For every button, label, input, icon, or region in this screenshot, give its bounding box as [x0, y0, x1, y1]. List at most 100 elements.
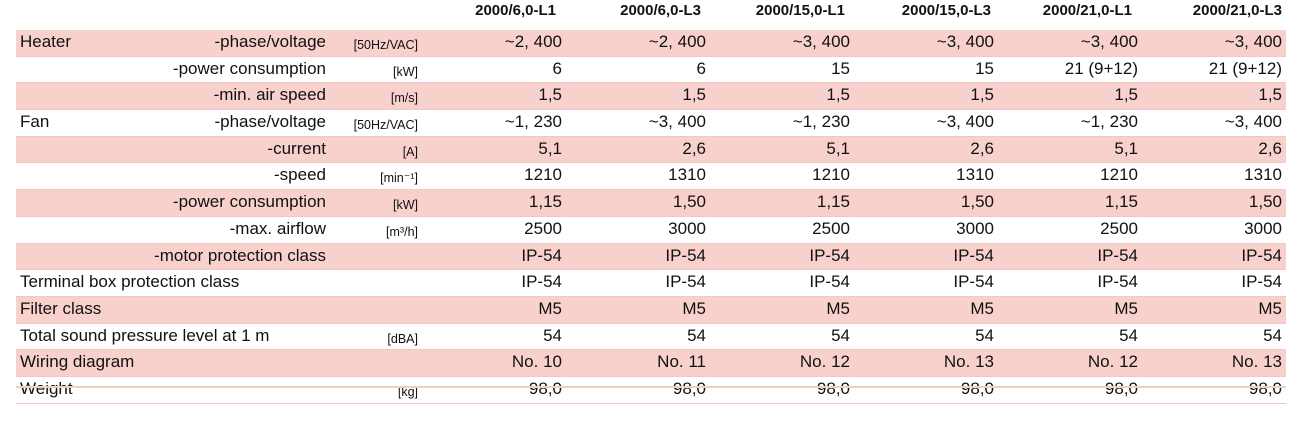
value-cell: ~2, 400	[648, 32, 706, 51]
value-cell: No. 12	[799, 352, 850, 372]
value-cell: IP-54	[809, 272, 850, 292]
row-group-label: Heater	[20, 32, 72, 51]
value-cell: 3000	[956, 218, 994, 238]
row-label: Wiring diagram	[20, 352, 135, 372]
value-cell: 5,1	[1114, 138, 1138, 158]
table-header: 2000/6,0-L1 2000/6,0-L3 2000/15,0-L1 2000/1…	[16, 0, 1286, 30]
value-cell: 1,5	[1114, 85, 1138, 105]
row-parameter-label: -motor protection class	[154, 245, 326, 265]
value-cell: No. 13	[1231, 352, 1282, 372]
value-cell: 1,5	[826, 85, 850, 105]
value-cell: 2,6	[682, 138, 706, 158]
value-cell: 6	[552, 58, 562, 78]
value-cell: 21 (9+12)	[1208, 58, 1282, 78]
value-cell: 1310	[668, 165, 706, 185]
value-cell: IP-54	[1097, 272, 1138, 292]
value-cell: M5	[1114, 298, 1138, 318]
row-parameter-label: -min. air speed	[213, 85, 326, 105]
row-group-label: Fan	[20, 112, 50, 132]
row-label: Filter class	[20, 298, 102, 318]
value-cell: M5	[682, 298, 706, 318]
table-row: -power consumption [kW] 6 6 15 15 21 (9+12) 21 …	[16, 57, 1286, 84]
row-unit: [kg]	[397, 384, 418, 399]
value-cell: IP-54	[521, 245, 562, 265]
value-cell: 98,0	[528, 378, 562, 398]
value-cell: 54	[1119, 325, 1138, 345]
value-cell: 6	[696, 58, 706, 78]
value-cell: 2,6	[1258, 138, 1282, 158]
value-cell: 15	[975, 58, 994, 78]
value-cell: 15	[831, 58, 850, 78]
value-cell: ~3, 400	[936, 112, 994, 132]
table-row: Heater -phase/voltage [50Hz/VAC] ~2, 400 ~2,…	[16, 30, 1286, 57]
table-row: -speed [min⁻¹] 1210 1310 1210 1310 1210 1310	[16, 163, 1286, 191]
row-unit: [min⁻¹]	[380, 171, 418, 186]
column-header: 2000/21,0-L1	[1042, 2, 1132, 19]
value-cell: IP-54	[953, 245, 994, 265]
row-unit: [dBA]	[387, 331, 418, 346]
value-cell: 1210	[1100, 165, 1138, 185]
value-cell: IP-54	[521, 272, 562, 292]
value-cell: ~2, 400	[504, 32, 562, 51]
table-row: -motor protection class IP-54 IP-54 IP-54 IP…	[16, 243, 1286, 271]
column-header: 2000/21,0-L3	[1192, 2, 1282, 19]
table-bottom-rule	[16, 386, 1286, 388]
value-cell: 1,5	[538, 85, 562, 105]
value-cell: ~3, 400	[1080, 32, 1138, 51]
value-cell: M5	[970, 298, 994, 318]
value-cell: 1210	[524, 165, 562, 185]
value-cell: 2500	[524, 218, 562, 238]
row-unit: [kW]	[393, 64, 418, 79]
row-unit: [A]	[402, 144, 418, 159]
value-cell: 1,50	[960, 192, 994, 212]
value-cell: IP-54	[1097, 245, 1138, 265]
value-cell: 2,6	[970, 138, 994, 158]
table-row: Wiring diagram No. 10 No. 11 No. 12 No. 13 No…	[16, 350, 1286, 377]
table-row: -max. airflow [m³/h] 2500 3000 2500 3000 2500 3…	[16, 217, 1286, 244]
row-label: Weight	[20, 378, 73, 398]
value-cell: 54	[1263, 325, 1282, 345]
column-header: 2000/6,0-L3	[620, 2, 701, 19]
value-cell: 98,0	[1104, 378, 1138, 398]
value-cell: ~3, 400	[648, 112, 706, 132]
value-cell: 54	[543, 325, 562, 345]
row-unit: [kW]	[393, 198, 418, 213]
row-parameter-label: -speed	[274, 165, 326, 185]
row-parameter-label: -current	[267, 138, 326, 158]
value-cell: ~3, 400	[1224, 112, 1282, 132]
value-cell: M5	[1258, 298, 1282, 318]
row-unit: [50Hz/VAC]	[353, 118, 418, 133]
value-cell: 1,5	[682, 85, 706, 105]
table-row: Total sound pressure level at 1 m [dBA] 54…	[16, 324, 1286, 351]
value-cell: 21 (9+12)	[1064, 58, 1138, 78]
value-cell: ~3, 400	[936, 32, 994, 51]
value-cell: 3000	[1244, 218, 1282, 238]
column-header: 2000/15,0-L3	[901, 2, 991, 19]
value-cell: ~1, 230	[792, 112, 850, 132]
value-cell: ~1, 230	[504, 112, 562, 132]
value-cell: 54	[975, 325, 994, 345]
value-cell: 1310	[1244, 165, 1282, 185]
table-row: -power consumption [kW] 1,15 1,50 1,15 1,50 1,…	[16, 190, 1286, 217]
value-cell: 98,0	[960, 378, 994, 398]
value-cell: IP-54	[665, 245, 706, 265]
value-cell: 5,1	[826, 138, 850, 158]
value-cell: 54	[687, 325, 706, 345]
value-cell: IP-54	[1241, 272, 1282, 292]
value-cell: No. 12	[1087, 352, 1138, 372]
value-cell: IP-54	[1241, 245, 1282, 265]
value-cell: No. 10	[511, 352, 562, 372]
table-row: Fan -phase/voltage [50Hz/VAC] ~1, 230 ~3, 40…	[16, 110, 1286, 137]
spec-table: 2000/6,0-L1 2000/6,0-L3 2000/15,0-L1 2000/1…	[16, 0, 1286, 404]
table-row: -current [A] 5,1 2,6 5,1 2,6 5,1 2,6	[16, 136, 1286, 164]
value-cell: 54	[831, 325, 850, 345]
value-cell: ~3, 400	[1224, 32, 1282, 51]
column-header: 2000/6,0-L1	[475, 2, 556, 19]
value-cell: 1,50	[672, 192, 706, 212]
value-cell: IP-54	[809, 245, 850, 265]
value-cell: No. 13	[943, 352, 994, 372]
table-row: Weight [kg] 98,0 98,0 98,0 98,0 98,0 98,0	[16, 377, 1286, 404]
row-unit: [m/s]	[390, 91, 418, 106]
row-parameter-label: -power consumption	[172, 192, 326, 212]
value-cell: No. 11	[657, 352, 706, 372]
